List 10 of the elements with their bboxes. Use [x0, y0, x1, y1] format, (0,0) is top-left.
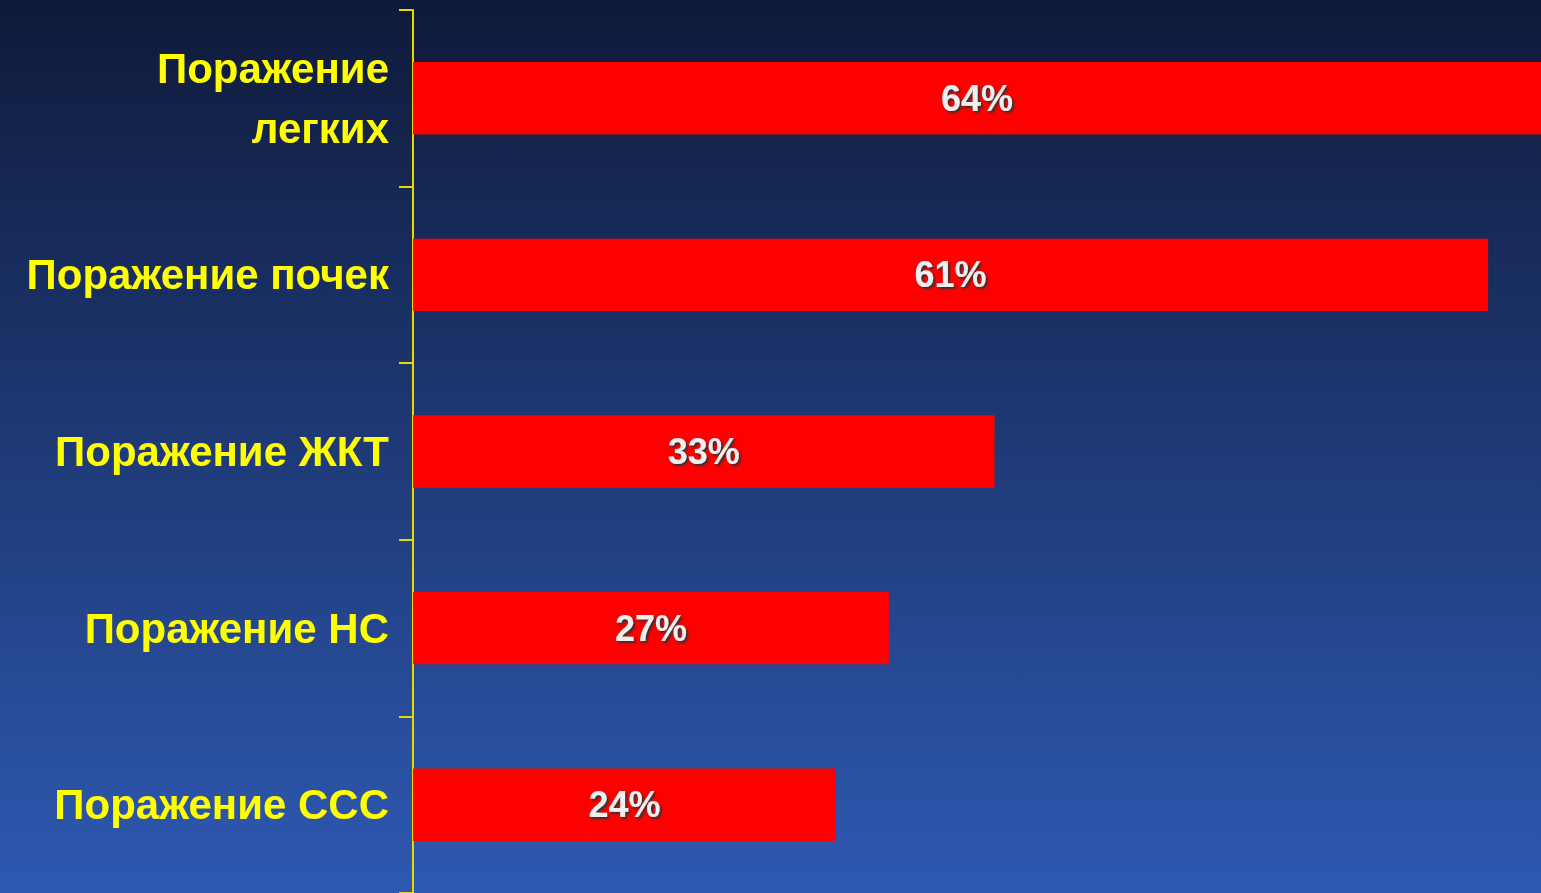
data-label: 27%: [614, 607, 687, 649]
y-tick-label: Поражение НС: [84, 604, 389, 652]
data-label: 61%: [914, 254, 987, 296]
y-tick-label: Поражение ССС: [54, 781, 389, 829]
data-label: 24%: [588, 784, 661, 826]
y-tick-label: Поражение ЖКТ: [55, 428, 390, 475]
data-label: 33%: [667, 431, 740, 472]
data-label: 64%: [940, 77, 1014, 119]
y-tick-label: Поражение легких: [157, 44, 390, 152]
y-tick-label: Поражение почек: [26, 251, 390, 299]
